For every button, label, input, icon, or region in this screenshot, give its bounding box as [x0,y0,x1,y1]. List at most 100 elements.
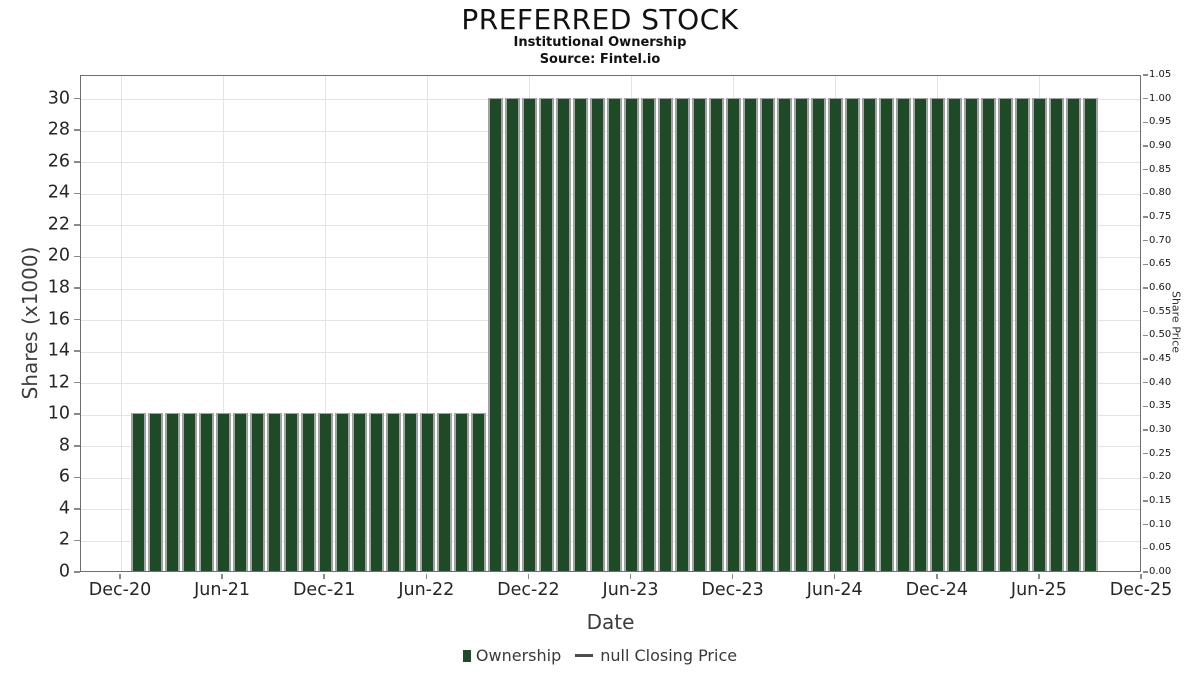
y-left-tick-mark [74,192,80,195]
y-right-tick-mark [1142,74,1148,76]
y-left-tick-label: 18 [47,277,70,298]
y-right-tick-label: 0.70 [1149,234,1172,246]
ownership-bar [504,97,520,571]
ownership-bar [283,413,299,571]
x-tick-label: Dec-24 [905,580,969,600]
x-tick-mark [936,573,938,579]
ownership-bar [334,413,350,571]
y-left-tick-mark [74,381,80,384]
ownership-bar [879,97,895,571]
chart-title: PREFERRED STOCK [461,3,739,36]
y-right-tick-mark [1142,287,1148,289]
y-right-tick-label: 0.45 [1149,353,1172,364]
ownership-bar [317,413,333,571]
ownership-bar [368,413,384,571]
x-tick-mark [425,573,428,579]
x-tick-mark [221,573,223,579]
gridline-v [120,76,122,571]
y-left-tick-label: 28 [47,119,70,140]
x-tick-label: Jun-23 [602,580,659,600]
y-left-tick-label: 8 [58,435,70,456]
ownership-bar [743,97,759,571]
y-right-tick-mark [1142,310,1148,313]
ownership-bar [1083,97,1099,571]
y-left-tick-mark [74,413,80,415]
ownership-bar [453,413,469,571]
y-axis-label-right: Share Price [1169,290,1183,354]
y-right-tick-mark [1142,500,1148,502]
x-tick-mark [527,573,530,579]
ownership-bar [692,97,708,571]
ownership-bar [624,97,639,571]
ownership-bar [709,97,725,571]
x-tick-mark [833,573,836,579]
x-axis-label: Date [586,610,635,634]
y-right-tick-label: 0.40 [1149,376,1172,388]
ownership-bar [777,97,793,571]
y-right-tick-label: 0.25 [1149,447,1172,459]
ownership-bar [896,97,912,571]
y-right-tick-mark [1142,145,1148,147]
y-left-tick-mark [74,571,80,573]
y-left-tick-label: 12 [47,371,70,392]
x-tick-label: Jun-22 [398,580,455,600]
y-right-tick-label: 0.30 [1149,424,1172,435]
ownership-bar [998,97,1014,571]
y-left-tick-label: 4 [58,498,70,519]
ownership-bar [130,413,146,571]
gridline-v [324,76,326,571]
x-tick-label: Jun-21 [194,580,251,600]
ownership-bar [1066,97,1082,571]
ownership-bar [436,413,452,571]
ownership-bar [913,97,929,571]
y-right-tick-label: 0.85 [1149,163,1172,175]
gridline-v [426,76,428,571]
ownership-bar [232,413,248,571]
y-right-tick-mark [1142,523,1148,526]
ownership-bar [811,97,827,571]
ownership-bar [862,97,878,571]
x-tick-mark [731,573,734,579]
y-right-tick-mark [1142,405,1148,408]
ownership-swatch-icon [462,649,471,662]
x-tick-mark [1038,573,1040,579]
y-right-tick-label: 1.05 [1149,69,1172,80]
y-right-tick-mark [1142,381,1148,384]
y-right-tick-mark [1142,97,1148,100]
y-left-tick-mark [74,350,80,352]
ownership-bar [266,413,282,571]
y-right-tick-mark [1142,192,1148,195]
x-tick-mark [323,573,325,579]
ownership-bar [215,413,231,571]
y-left-tick-mark [74,97,80,100]
y-left-tick-mark [74,318,80,321]
y-right-tick-label: 1.00 [1149,92,1172,104]
y-left-tick-mark [74,445,80,447]
chart-source: Source: Fintel.io [539,52,661,67]
y-right-tick-mark [1142,571,1148,573]
y-left-tick-label: 10 [47,403,70,424]
y-left-tick-label: 0 [58,561,70,582]
ownership-bar [606,97,622,571]
y-right-tick-mark [1142,476,1148,479]
ownership-bar [930,97,946,571]
x-tick-label: Dec-23 [701,580,764,600]
x-tick-label: Dec-20 [88,580,152,600]
y-right-tick-mark [1142,239,1148,242]
y-right-tick-mark [1142,263,1148,266]
gridline-v [222,76,224,571]
ownership-bar [726,97,742,571]
x-tick-label: Dec-21 [292,580,356,600]
ownership-bar [1032,97,1048,571]
x-tick-mark [119,573,121,579]
legend: Ownership null Closing Price [0,646,1200,665]
ownership-bar [572,97,588,571]
y-left-tick-label: 20 [47,245,70,266]
ownership-bar [538,97,554,571]
y-right-tick-label: 0.90 [1149,140,1172,151]
ownership-bar [181,413,197,571]
y-right-tick-mark [1142,216,1148,218]
y-right-tick-label: 0.60 [1149,282,1172,293]
ownership-bar [521,97,537,571]
